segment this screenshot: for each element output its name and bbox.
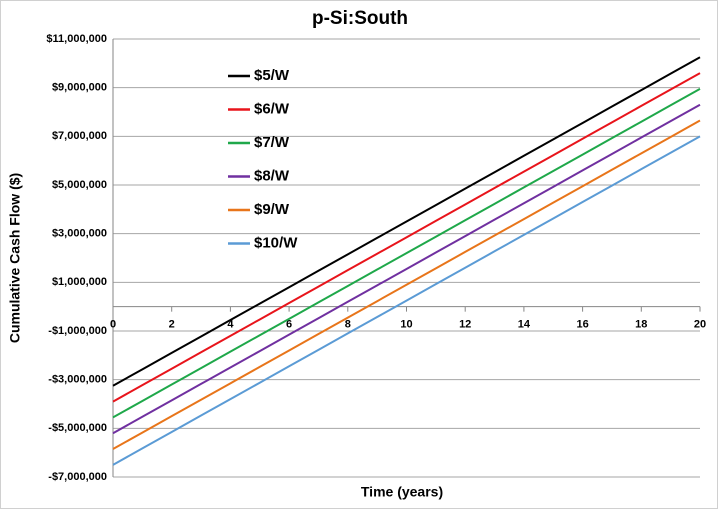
y-tick-label: -$7,000,000 <box>48 471 107 483</box>
y-tick-label: -$5,000,000 <box>48 422 107 434</box>
x-tick-label: 6 <box>286 319 292 331</box>
y-tick-label: $1,000,000 <box>52 276 107 288</box>
legend-label: $9/W <box>254 201 290 218</box>
x-tick-label: 8 <box>345 319 351 331</box>
x-tick-label: 4 <box>227 319 234 331</box>
x-tick-label: 12 <box>459 319 471 331</box>
x-tick-label: 20 <box>694 319 706 331</box>
legend-label: $8/W <box>254 167 290 184</box>
x-tick-label: 16 <box>576 319 588 331</box>
y-tick-label: -$3,000,000 <box>48 374 107 386</box>
x-tick-label: 2 <box>169 319 175 331</box>
x-axis-label: Time (years) <box>361 484 443 500</box>
y-tick-label: $3,000,000 <box>52 228 107 240</box>
legend-label: $5/W <box>254 67 290 84</box>
series-line <box>112 56 701 387</box>
y-tick-label: $9,000,000 <box>52 82 107 94</box>
series-line <box>112 103 701 435</box>
legend-label: $6/W <box>254 100 290 117</box>
x-tick-label: 18 <box>635 319 647 331</box>
series-line <box>112 119 701 450</box>
legend-label: $7/W <box>254 134 290 151</box>
y-tick-label: $5,000,000 <box>52 179 107 191</box>
chart-title: p-Si:South <box>312 8 408 29</box>
x-tick-label: 14 <box>518 319 531 331</box>
series-line <box>112 88 701 419</box>
y-tick-label: $7,000,000 <box>52 130 107 142</box>
x-tick-label: 0 <box>110 319 116 331</box>
y-tick-label: -$1,000,000 <box>48 325 107 337</box>
x-tick-label: 10 <box>400 319 412 331</box>
y-tick-label: $11,000,000 <box>46 33 107 45</box>
series-line <box>112 135 701 466</box>
y-axis-label: Cumulative Cash Flow ($) <box>7 173 23 343</box>
legend-label: $10/W <box>254 234 298 251</box>
series-line <box>112 72 701 403</box>
